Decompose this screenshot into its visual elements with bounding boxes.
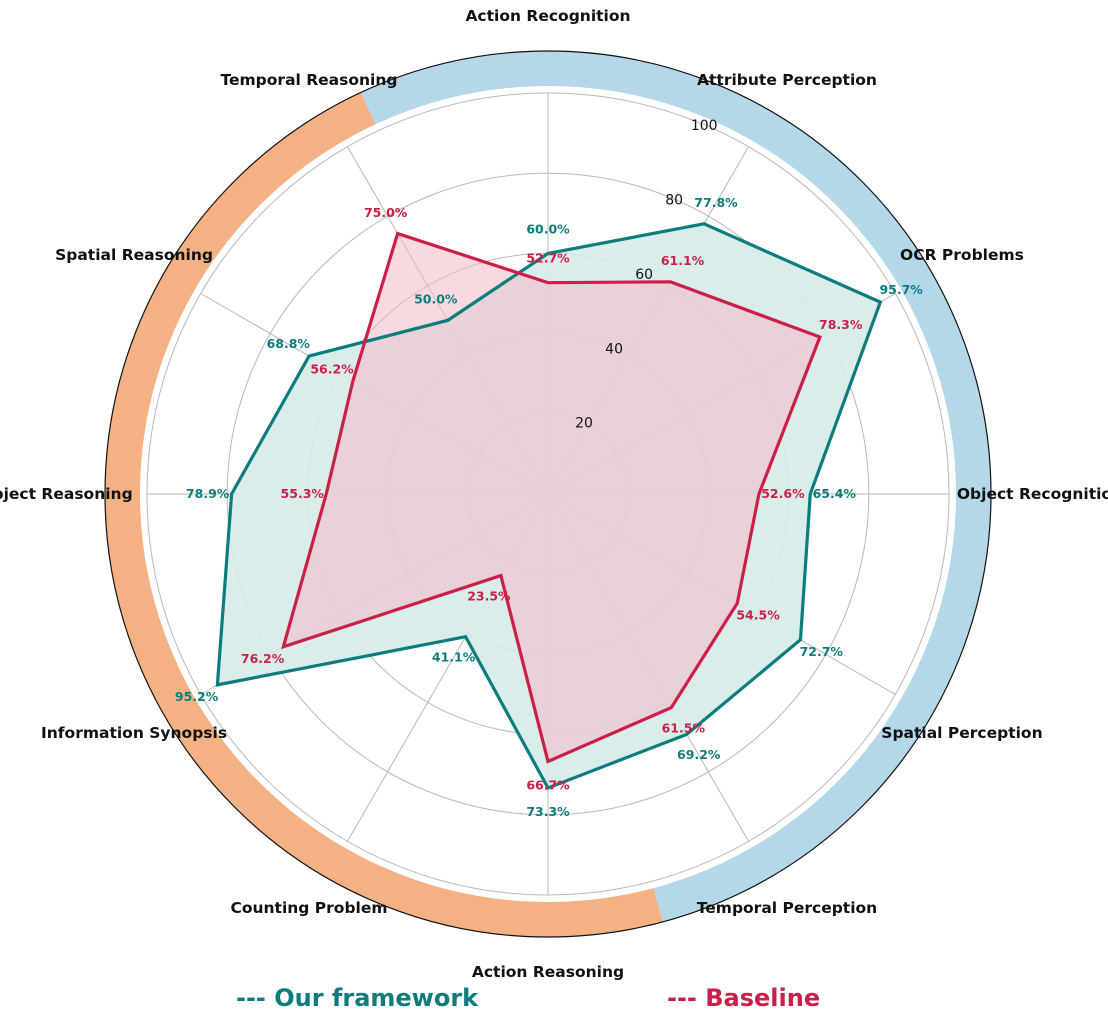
data-value-label: 95.2%: [175, 689, 219, 704]
data-value-label: 52.7%: [526, 251, 570, 266]
category-label: Action Recognition: [465, 7, 630, 25]
category-label: OCR Problems: [900, 246, 1024, 264]
category-label: Counting Problem: [230, 899, 387, 917]
data-value-label: 72.7%: [800, 644, 844, 659]
data-value-label: 60.0%: [526, 221, 570, 236]
radial-tick-label: 100: [691, 118, 718, 134]
legend-our-framework: --- Our framework: [236, 984, 479, 1012]
data-value-label: 68.8%: [267, 336, 311, 351]
category-label: Object Reasoning: [0, 485, 133, 503]
radial-tick-label: 20: [575, 416, 593, 432]
series-line-our-framework: [215, 222, 883, 790]
data-value-label: 61.5%: [662, 720, 706, 735]
radial-tick-label: 40: [605, 341, 623, 357]
data-value-label: 69.2%: [677, 747, 721, 762]
data-value-label: 56.2%: [310, 361, 354, 376]
data-value-label: 78.3%: [819, 317, 863, 332]
perception-ring-arc: [360, 51, 991, 922]
data-value-label: 55.3%: [281, 486, 325, 501]
data-value-label: 78.9%: [186, 486, 230, 501]
category-label: Spatial Perception: [881, 724, 1042, 742]
series-line-baseline: [281, 231, 822, 764]
data-value-label: 41.1%: [432, 650, 476, 665]
data-value-label: 52.6%: [761, 486, 805, 501]
legend-baseline: --- Baseline: [667, 984, 821, 1012]
reasoning-ring-arc: [105, 92, 663, 937]
category-label: Attribute Perception: [697, 71, 877, 89]
data-value-label: 54.5%: [736, 607, 780, 622]
data-value-label: 95.7%: [879, 282, 923, 297]
data-value-label: 65.4%: [813, 486, 857, 501]
data-value-label: 77.8%: [694, 195, 738, 210]
outer-border-circle: [104, 50, 992, 938]
series-area-baseline: [283, 233, 820, 762]
category-label: Object Recognition: [957, 485, 1108, 503]
data-value-label: 61.1%: [661, 253, 705, 268]
category-label: Temporal Reasoning: [221, 71, 398, 89]
data-value-label: 75.0%: [364, 205, 408, 220]
category-label: Temporal Perception: [697, 899, 877, 917]
data-value-label: 73.3%: [526, 804, 570, 819]
category-label: Spatial Reasoning: [55, 246, 213, 264]
radial-tick-label: 80: [665, 193, 683, 209]
category-label: Information Synopsis: [41, 724, 227, 742]
data-value-label: 23.5%: [467, 588, 511, 603]
data-value-label: 66.7%: [526, 777, 570, 792]
data-value-label: 76.2%: [241, 651, 285, 666]
data-value-label: 50.0%: [414, 292, 458, 307]
radial-tick-label: 60: [635, 267, 653, 283]
category-label: Action Reasoning: [472, 963, 624, 981]
